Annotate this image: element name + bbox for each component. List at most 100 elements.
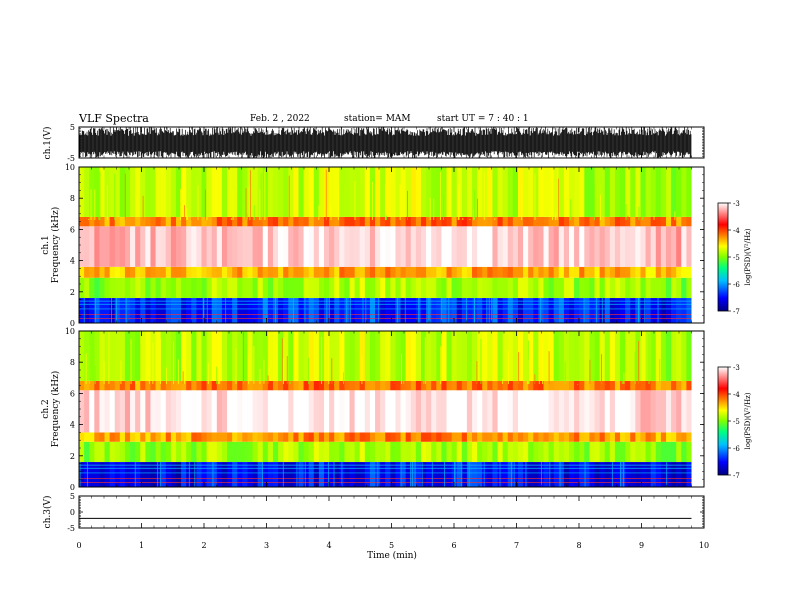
spectrogram-cell <box>242 432 248 442</box>
spectrogram-cell <box>584 432 590 442</box>
spectrogram-cell <box>191 298 197 323</box>
spectrogram-cell <box>140 226 146 267</box>
spectrogram-cell <box>594 226 601 267</box>
spectrogram-cell <box>400 441 407 463</box>
spectrogram-cell <box>364 380 371 391</box>
spectrogram-cell <box>247 277 253 299</box>
spectrogram-cell <box>548 331 555 381</box>
spectrogram-cell <box>354 298 361 323</box>
spectrogram-cell <box>415 390 422 433</box>
spectrogram-cell <box>94 266 100 278</box>
spectrogram-cell <box>538 441 544 463</box>
spectrogram-cell <box>645 226 652 267</box>
spectrogram-cell <box>502 277 509 299</box>
spectrogram-cell <box>563 167 570 217</box>
spectrogram-cell <box>456 216 463 227</box>
spectrogram-cell <box>512 167 519 217</box>
spectrogram-cell <box>523 216 529 227</box>
spectrogram-cell <box>676 380 682 391</box>
y-tick-label: 4 <box>70 421 75 430</box>
spectrogram-cell <box>170 380 177 391</box>
spectrogram-cell <box>181 167 187 217</box>
spectrogram-cell <box>359 167 366 217</box>
spectrogram-cell <box>558 266 565 278</box>
spectrogram-cell <box>420 432 427 442</box>
spectrogram-cell <box>298 462 304 487</box>
spectrogram-cell <box>288 298 294 323</box>
spectrogram-cell <box>283 432 289 442</box>
spectrogram-cell <box>119 380 126 391</box>
spectrogram-cell <box>431 462 437 487</box>
spectrogram-cell <box>676 441 682 463</box>
spectrogram-cell <box>201 462 207 487</box>
spectrogram-cell <box>405 277 412 299</box>
spectrogram-cell <box>293 380 299 391</box>
spectrogram-cell <box>523 380 529 391</box>
spectrogram-cell <box>563 216 570 227</box>
spectrogram-cell <box>145 432 151 442</box>
spectrogram-cell <box>681 390 687 433</box>
spectrogram-cell <box>477 167 483 217</box>
spectrogram-cell <box>446 441 452 463</box>
spectrogram-cell <box>676 462 682 487</box>
spectrogram-cell <box>563 277 570 299</box>
spectrogram-cell <box>676 331 682 381</box>
spectrogram-cell <box>369 298 376 323</box>
spectrogram-cell <box>104 277 111 299</box>
spectrogram-cell <box>252 277 259 299</box>
spectrogram-cell <box>130 432 136 442</box>
spectrogram-cell <box>645 167 652 217</box>
spectrogram-cell <box>523 277 529 299</box>
spectrogram-cell <box>313 462 320 487</box>
spectrogram-cell <box>278 266 284 278</box>
spectrogram-cell <box>512 298 519 323</box>
spectrogram-cell <box>630 216 636 227</box>
spectrogram-cell <box>548 216 555 227</box>
spectrogram-cell <box>364 277 371 299</box>
spectrogram-cell <box>318 277 325 299</box>
spectrogram-cell <box>206 441 213 463</box>
spectrogram-cell <box>502 432 509 442</box>
spectrogram-cell <box>242 380 248 391</box>
spectrogram-cell <box>426 390 432 433</box>
spectrogram-cell <box>390 380 396 391</box>
spectrogram-cell <box>145 380 151 391</box>
spectrogram-cell <box>288 167 294 217</box>
spectrogram-cell <box>528 441 534 463</box>
spectrogram-cell <box>242 266 248 278</box>
spectrogram-cell <box>124 277 131 299</box>
spectrogram-cell <box>553 266 560 278</box>
spectrogram-cell <box>232 432 238 442</box>
spectrogram-cell <box>461 432 468 442</box>
spectrogram-cell <box>232 266 238 278</box>
spectrogram-cell <box>395 441 401 463</box>
spectrogram-cell <box>170 390 177 433</box>
spectrogram-cell <box>512 277 519 299</box>
spectrogram-cell <box>660 380 667 391</box>
spectrogram-cell <box>160 462 167 487</box>
spectrogram-cell <box>517 462 524 487</box>
spectrogram-cell <box>293 266 299 278</box>
spectrogram-cell <box>574 277 580 299</box>
spectrogram-cell <box>446 226 452 267</box>
spectrogram-cell <box>405 167 412 217</box>
spectrogram-cell <box>130 441 136 463</box>
x-tick-label: 5 <box>389 541 394 550</box>
spectrogram-cell <box>451 331 458 381</box>
spectrogram-cell <box>232 216 238 227</box>
spectrogram-cell <box>211 298 218 323</box>
spectrogram-cell <box>645 390 652 433</box>
spectrogram-cell <box>354 380 361 391</box>
spectrogram-cell <box>466 216 473 227</box>
spectrogram-cell <box>109 331 116 381</box>
spectrogram-cell <box>589 216 595 227</box>
spectrogram-cell <box>625 298 631 323</box>
spectrogram-cell <box>579 331 585 381</box>
spectrogram-cell <box>175 226 182 267</box>
spectrogram-cell <box>165 226 172 267</box>
spectrogram-cell <box>431 390 437 433</box>
spectrogram-cell <box>451 432 458 442</box>
spectrogram-cell <box>349 380 356 391</box>
spectrogram-cell <box>334 441 340 463</box>
spectrogram-cell <box>426 380 432 391</box>
